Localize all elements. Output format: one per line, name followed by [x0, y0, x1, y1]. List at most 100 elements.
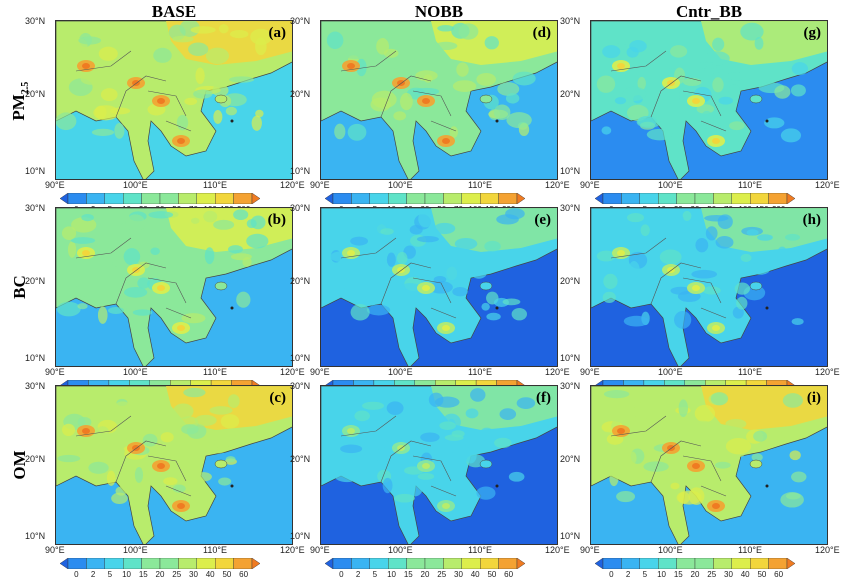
country-border [75, 237, 132, 259]
country-border [682, 90, 722, 117]
field-blob [142, 433, 158, 447]
field-blob [601, 126, 612, 135]
field-blob [91, 128, 115, 136]
field-blob [670, 286, 692, 295]
country-border [75, 50, 132, 72]
colorbar-label: 60 [774, 570, 784, 579]
colorbar-label: 25 [437, 570, 447, 579]
colorbar-label: 30 [724, 570, 733, 579]
field-blob [251, 115, 262, 131]
hotspot-core [617, 428, 625, 434]
field-blob [646, 225, 669, 239]
field-blob [123, 287, 148, 298]
field-blob [354, 410, 370, 422]
colorbar-segment [731, 558, 751, 569]
field-blob [484, 36, 499, 50]
field-blob [452, 80, 477, 92]
field-blob [712, 77, 724, 93]
colorbar-segment [768, 558, 788, 569]
field-blob [96, 387, 107, 398]
colorbar-segment [694, 558, 714, 569]
hotspot-core [157, 285, 165, 291]
lat-tick: 10°N [560, 531, 581, 541]
lon-tick: 120°E [545, 367, 570, 377]
field-blob [791, 318, 804, 326]
lat-tick: 10°N [290, 166, 311, 176]
hotspot-core [177, 503, 185, 509]
hotspot-core [422, 285, 430, 291]
field-blob [753, 430, 768, 442]
field-blob [454, 237, 478, 250]
hotspot-core [442, 503, 450, 509]
field-blob [626, 46, 639, 58]
lon-tick: 90°E [580, 545, 600, 555]
colorbar-segment [658, 193, 677, 204]
field-blob [160, 432, 174, 443]
field-blob [111, 492, 128, 505]
hotspot-core [442, 138, 450, 144]
country-border [380, 440, 432, 483]
field-blob [409, 224, 423, 235]
field-blob [646, 128, 673, 141]
field-blob [428, 280, 453, 294]
field-blob [437, 113, 463, 123]
country-border [412, 455, 452, 482]
hotspot-core [397, 267, 405, 273]
country-border [115, 440, 167, 483]
country-border [75, 415, 132, 437]
field-blob [602, 45, 621, 59]
field-blob [764, 117, 785, 129]
hotspot-core [157, 98, 165, 104]
colorbar-arrow-right [786, 558, 795, 569]
field-blob [173, 403, 194, 419]
colorbar-arrow-right [251, 558, 260, 569]
field-blob [464, 446, 477, 464]
field-blob [688, 420, 715, 432]
field-blob [194, 414, 217, 426]
field-blob [218, 24, 229, 34]
lat-tick: 30°N [560, 381, 581, 391]
field-blob [670, 482, 680, 490]
field-blob [78, 36, 102, 45]
paracel-islands [495, 119, 499, 123]
hainan-island [749, 281, 763, 291]
field-blob [715, 236, 734, 249]
paracel-islands [495, 306, 499, 310]
country-border [700, 120, 727, 132]
field-blob [172, 484, 186, 493]
field-blob [702, 286, 721, 295]
colorbar-segment [388, 558, 407, 569]
colorbar-segment [498, 558, 518, 569]
colorbar-label: 2 [90, 570, 96, 579]
hotspot-core [422, 463, 430, 469]
colorbar-segment [621, 193, 640, 204]
colorbar-label: 40 [470, 570, 480, 579]
field-blob [691, 269, 718, 279]
colorbar-label: 5 [107, 570, 113, 579]
field-blob [718, 96, 733, 105]
hotspot-core [82, 63, 90, 69]
field-blob [725, 418, 747, 429]
paracel-islands [765, 484, 769, 488]
country-border [147, 90, 187, 117]
map-panel: (g) [590, 20, 828, 180]
country-border [412, 90, 452, 117]
colorbar-label: 25 [172, 570, 182, 579]
lat-tick: 20°N [290, 89, 311, 99]
field-blob [125, 214, 146, 232]
field-blob [695, 439, 715, 448]
field-blob [394, 493, 415, 503]
country-border [700, 307, 727, 319]
field-blob [791, 471, 807, 483]
field-blob [393, 111, 407, 121]
hotspot-core [177, 325, 185, 331]
colorbar-label: 25 [707, 570, 717, 579]
field-blob [115, 424, 131, 440]
field-blob [631, 401, 642, 408]
field-blob [670, 45, 688, 58]
colorbar-segment [332, 193, 352, 204]
colorbar-segment [196, 193, 216, 204]
colorbar-arrow-left [60, 193, 69, 204]
lon-tick: 90°E [580, 367, 600, 377]
field-blob [456, 62, 469, 77]
